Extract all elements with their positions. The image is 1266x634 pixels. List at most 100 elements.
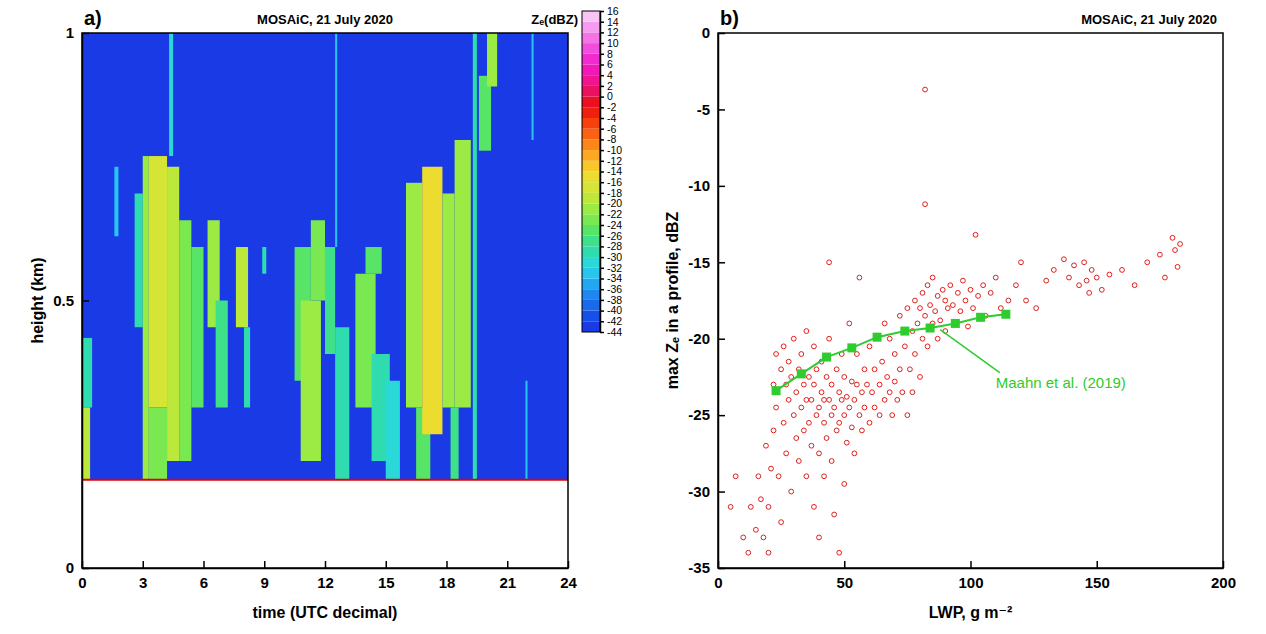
colorbar-swatch [582,214,600,225]
scatter-point [925,283,930,288]
scatter-point [814,413,819,418]
scatter-point [1067,275,1072,280]
colorbar-swatch [582,268,600,279]
y-axis-tick: -20 [688,330,725,347]
tick-mark [264,561,266,568]
scatter-point [746,550,751,555]
tick-mark [718,415,725,417]
heatmap-cell [406,183,422,408]
colorbar-axis-tick: -10 [600,144,622,156]
line-marker [900,327,909,336]
heatmap-cell [236,247,248,327]
heatmap-cell [167,167,179,461]
scatter-point [857,413,862,418]
tick-mark [600,32,604,34]
line-marker [951,319,960,328]
y-axis-tick: 0.5 [53,292,89,309]
tick-label: 0 [78,574,86,591]
lowest-height-line [82,479,568,481]
scatter-point [829,382,834,387]
annotation-background [994,373,1128,392]
tick-mark [82,300,89,302]
tick-label: -30 [607,251,622,263]
scatter-point [867,344,872,349]
annotation-leader [940,330,1000,373]
plot-area [728,87,1182,555]
scatter-point [862,367,867,372]
scatter-point [852,451,857,456]
scatter-point [801,382,806,387]
panel-letter: a) [84,7,102,29]
scatter-point [1099,287,1104,292]
heatmap-cell [325,247,335,354]
scatter-point [971,306,976,311]
colorbar-swatch [582,321,600,332]
tick-mark [600,278,604,280]
colorbar-frame [582,11,600,332]
scatter-point [910,390,915,395]
colorbar-swatch [582,257,600,268]
heatmap-cell [386,381,400,480]
x-axis-tick: 12 [317,561,334,591]
scatter-point [1019,260,1024,265]
y-axis-tick: -5 [697,101,725,118]
scatter-point [988,290,993,295]
x-axis-title: time (UTC decimal) [253,604,398,621]
scatter-point [728,504,733,509]
x-axis-tick: 15 [378,561,395,591]
colorbar-swatch [582,161,600,172]
scatter-point [897,367,902,372]
colorbar-axis-tick: -28 [600,240,622,252]
scatter-point [786,359,791,364]
scatter-point [961,278,966,283]
scatter-point [812,344,817,349]
scatter-point [786,397,791,402]
scatter-point [981,283,986,288]
heatmap-cell [143,156,149,480]
line-marker [873,333,882,342]
scatter-point [900,390,905,395]
scatter-point [1120,268,1125,273]
scatter-point [1006,298,1011,303]
y-axis-tick: -10 [688,177,725,194]
heatmap-cell [114,167,118,237]
tick-label: -2 [607,101,616,113]
scatter-point [1072,263,1077,268]
tick-mark [600,246,604,248]
annotation-text: Maahn et al. (2019) [996,374,1126,391]
tick-mark [446,561,448,568]
scatter-point [862,405,867,410]
scatter-point [766,550,771,555]
scatter-point [784,451,789,456]
scatter-point [774,405,779,410]
colorbar-swatch [582,300,600,311]
tick-label: -16 [607,176,622,188]
scatter-point [1082,260,1087,265]
scatter-point [877,413,882,418]
colorbar-axis-tick: 10 [600,37,619,49]
tick-mark [600,139,604,141]
scatter-point [779,367,784,372]
scatter-point [1077,283,1082,288]
scatter-point [776,474,781,479]
scatter-point [973,232,978,237]
scatter-point [930,275,935,280]
scatter-point [781,344,786,349]
tick-label: -10 [688,177,710,194]
panel-letter: b) [720,7,739,29]
scatter-point [756,474,761,479]
colorbar-axis-tick: 8 [600,48,613,60]
tick-label: 21 [499,574,516,591]
data-line [776,314,1006,390]
scatter-point [764,443,769,448]
scatter-point [940,287,945,292]
colorbar-swatch [582,129,600,140]
scatter-point [794,436,799,441]
colorbar-axis-tick: -30 [600,251,622,263]
tick-mark [600,118,604,120]
colorbar-swatch [582,225,600,236]
tick-label: -10 [607,144,622,156]
scatter-point [842,413,847,418]
colorbar-axis-tick: 12 [600,26,619,38]
heatmap-cell [479,76,491,151]
